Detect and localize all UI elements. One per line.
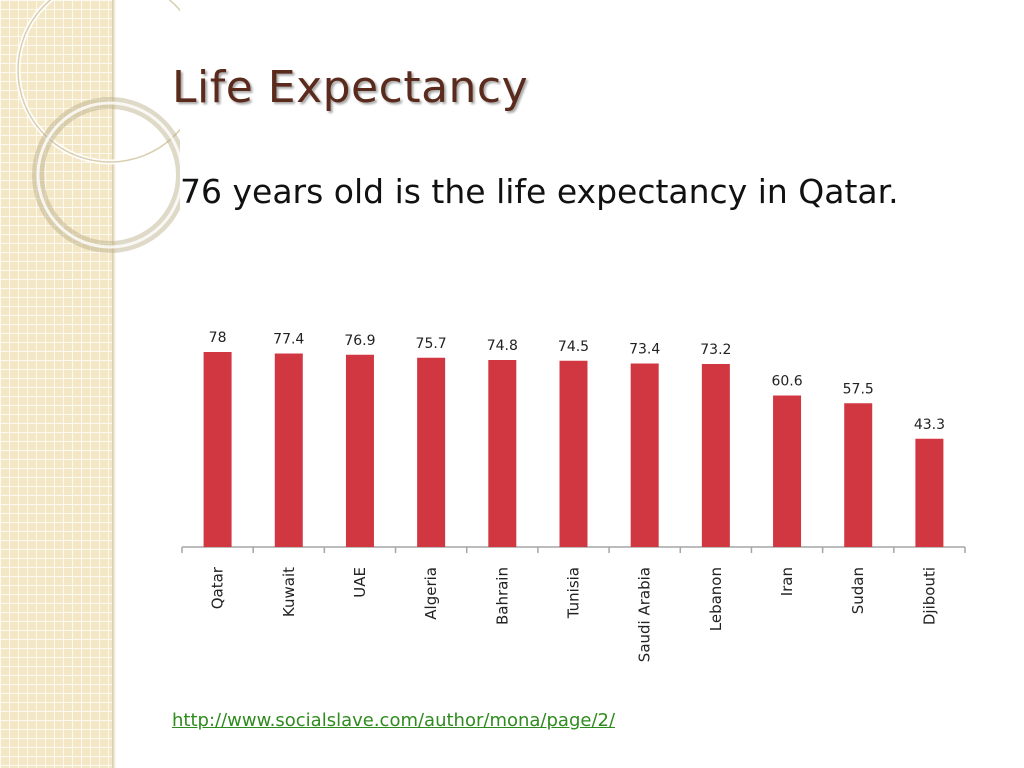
bar-sudan [844, 403, 873, 547]
data-label: 78 [209, 330, 227, 346]
life-expectancy-bar-chart: 78 Qatar 77.4 Kuwait 76.9 UAE 75.7 Algeria 74.8 B… [181, 330, 966, 662]
category-label: Lebanon [707, 567, 725, 631]
category-label: Bahrain [493, 567, 511, 625]
data-label: 74.5 [558, 339, 589, 355]
slide-subtitle: 76 years old is the life expectancy in Q… [180, 172, 899, 211]
bar-djibouti [915, 438, 944, 547]
bar-tunisia [559, 360, 588, 547]
source-link[interactable]: http://www.socialslave.com/author/mona/p… [172, 710, 616, 731]
category-label: Iran [778, 567, 796, 596]
category-label: Kuwait [280, 567, 298, 617]
bar-lebanon [701, 364, 730, 547]
data-label: 76.9 [344, 333, 375, 349]
data-label: 73.2 [700, 342, 731, 358]
category-label: Saudi Arabia [636, 567, 654, 662]
data-label: 57.5 [843, 381, 874, 397]
bar-kuwait [274, 353, 303, 547]
data-label: 77.4 [273, 332, 304, 348]
bar-saudi-arabia [630, 363, 659, 547]
category-label: Tunisia [565, 567, 583, 619]
bar-iran [773, 395, 802, 547]
data-label: 74.8 [487, 338, 518, 354]
data-label: 73.4 [629, 342, 660, 358]
bar-bahrain [488, 360, 517, 547]
bar-uae [345, 354, 374, 547]
data-label: 60.6 [771, 374, 802, 390]
data-label: 43.3 [914, 417, 945, 433]
category-label: Djibouti [920, 567, 938, 625]
slide-title: Life Expectancy [172, 62, 529, 113]
strip-edge [112, 0, 116, 768]
bar-qatar [203, 352, 232, 547]
category-label: UAE [351, 567, 369, 598]
category-label: Algeria [422, 567, 440, 620]
category-label: Sudan [849, 567, 867, 614]
bar-algeria [417, 357, 446, 547]
data-label: 75.7 [416, 336, 447, 352]
category-label: Qatar [209, 566, 227, 609]
decorative-rings [15, 0, 180, 253]
